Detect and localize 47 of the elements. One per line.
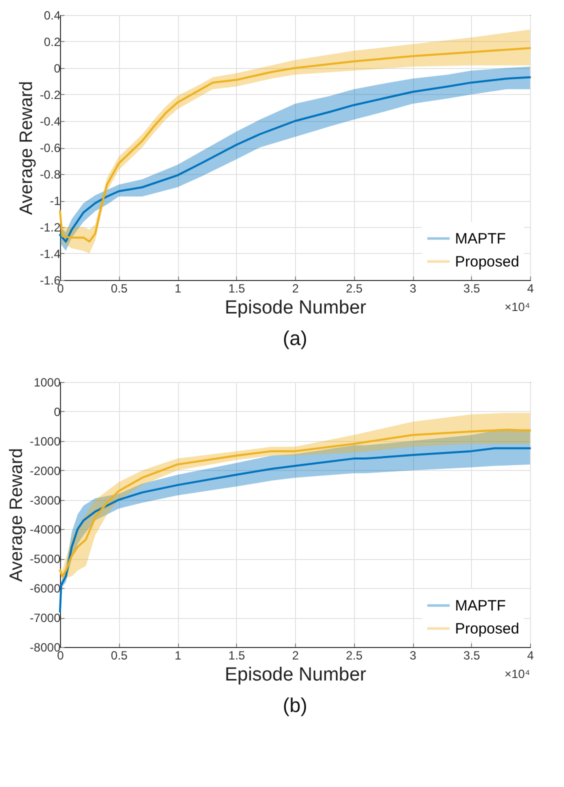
x-tick-label: 3.5 (463, 282, 480, 296)
y-axis-title: Average Reward (16, 81, 36, 215)
x-tick-label: 0.5 (110, 648, 128, 662)
y-tick-label: -0.6 (40, 141, 61, 155)
y-tick-label: -0.4 (40, 114, 61, 128)
y-tick-label: 0.2 (44, 35, 61, 49)
legend-label: Proposed (455, 620, 520, 638)
y-tick-label: -1 (50, 194, 61, 208)
y-tick-label: -5000 (30, 552, 61, 566)
y-tick-label: -4000 (30, 522, 61, 537)
y-tick-label: -0.8 (40, 168, 61, 182)
x-tick-label: 0.5 (110, 282, 128, 296)
y-axis-title: Average Reward (6, 448, 26, 582)
legend-label: MAPTF (455, 598, 506, 614)
x-tick-label: 2 (292, 648, 300, 662)
y-tick-label: -1.4 (40, 247, 61, 261)
y-tick-label: 0.4 (44, 8, 61, 22)
legend-label: MAPTF (455, 230, 506, 248)
x-tick-label: 3.5 (463, 648, 480, 662)
x-tick-label: 1 (174, 282, 182, 296)
y-tick-label: -6000 (30, 582, 61, 596)
x-axis-title: Episode Number (224, 664, 367, 686)
x-tick-label: 4 (527, 648, 534, 662)
x-tick-label: 1 (174, 648, 182, 662)
x-tick-label: 3 (410, 648, 417, 662)
y-tick-label: -0.2 (40, 88, 61, 102)
x-tick-label: 1.5 (228, 648, 246, 662)
x-axis-title: Episode Number (224, 298, 367, 318)
y-tick-label: -2000 (30, 464, 61, 478)
text: (a) (282, 328, 308, 350)
x-tick-label: 4 (527, 282, 534, 296)
text: (b) (282, 695, 308, 717)
y-tick-label: -3000 (30, 493, 61, 508)
x-tick-label: 2.5 (346, 282, 363, 296)
y-tick-label: 0 (54, 62, 61, 76)
x-tick-label: 2 (292, 282, 300, 296)
y-tick-label: 1000 (34, 376, 61, 390)
text: ×10⁴ (504, 300, 530, 314)
x-tick-label: 3 (410, 282, 417, 296)
x-tick-label: 2.5 (346, 648, 363, 662)
y-tick-label: -7000 (30, 611, 61, 626)
y-tick-label: 0 (54, 404, 61, 419)
legend-label: Proposed (455, 254, 520, 270)
text: ×10⁴ (504, 667, 530, 681)
x-tick-label: 1.5 (228, 282, 246, 296)
y-tick-label: -1.2 (40, 220, 61, 234)
y-tick-label: -1000 (30, 434, 61, 448)
